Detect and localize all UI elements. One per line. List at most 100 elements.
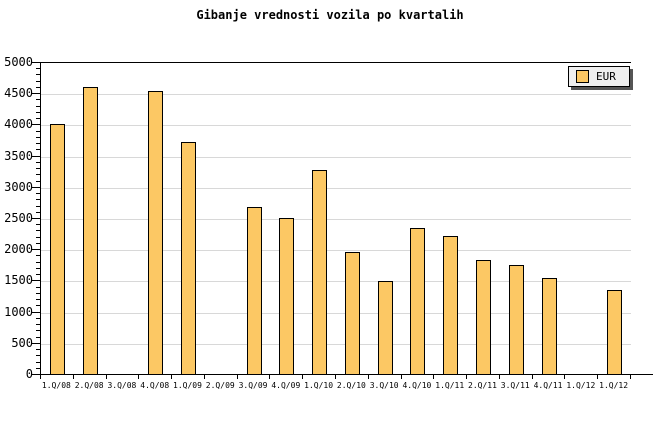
y-minor-tick — [36, 211, 40, 213]
x-axis-tick — [531, 375, 533, 379]
x-axis-label: 2.Q/10 — [336, 381, 366, 390]
gridline — [41, 281, 631, 283]
y-axis-label: 4500 — [4, 86, 33, 101]
x-axis-label: 4.Q/08 — [140, 381, 170, 390]
chart-bar — [508, 265, 524, 375]
y-minor-tick — [36, 230, 40, 232]
chart-bar — [181, 142, 196, 375]
x-axis-label: 4.Q/09 — [271, 381, 301, 390]
y-minor-tick — [36, 111, 40, 113]
y-minor-tick — [36, 255, 40, 257]
x-axis-tick — [40, 375, 41, 379]
y-major-tick — [32, 155, 40, 157]
y-minor-tick — [36, 236, 40, 238]
chart-title: Gibanje vrednosti vozila po kvartalih — [196, 8, 464, 22]
x-axis-tick — [72, 375, 74, 379]
x-axis-label: 4.Q/10 — [402, 381, 432, 390]
x-axis-label: 3.Q/11 — [500, 381, 530, 390]
y-major-tick — [32, 62, 40, 63]
chart-bar — [607, 290, 623, 375]
chart-bar — [410, 228, 426, 375]
y-minor-tick — [36, 130, 40, 132]
x-axis-label: 1.Q/08 — [41, 381, 71, 390]
x-axis-label: 4.Q/11 — [533, 381, 563, 390]
y-minor-tick — [36, 74, 40, 76]
x-axis-tick — [400, 375, 402, 379]
y-axis-label: 500 — [11, 335, 33, 350]
y-minor-tick — [36, 99, 40, 101]
gridline — [41, 312, 631, 314]
x-axis-label: 1.Q/12 — [599, 381, 629, 390]
y-axis-label: 2000 — [4, 242, 33, 257]
gridline — [41, 250, 631, 252]
y-minor-tick — [36, 367, 40, 369]
x-axis-label: 1.Q/12 — [566, 381, 596, 390]
y-minor-tick — [36, 193, 40, 195]
x-axis-label: 2.Q/09 — [205, 381, 235, 390]
y-minor-tick — [36, 286, 40, 288]
chart-bar — [279, 218, 295, 375]
x-axis-tick — [171, 375, 173, 379]
gridline — [41, 187, 631, 189]
x-axis-tick — [302, 375, 304, 379]
y-minor-tick — [36, 336, 40, 338]
gridline — [41, 156, 631, 158]
x-axis-label: 2.Q/08 — [74, 381, 104, 390]
y-minor-tick — [36, 136, 40, 138]
x-axis-tick — [597, 375, 599, 379]
y-minor-tick — [36, 80, 40, 82]
x-axis-line — [40, 374, 653, 375]
y-minor-tick — [36, 267, 40, 269]
y-major-tick — [32, 186, 40, 188]
x-axis-label: 3.Q/10 — [369, 381, 399, 390]
y-minor-tick — [36, 305, 40, 307]
y-minor-tick — [36, 355, 40, 357]
legend-box: EUR — [568, 66, 630, 87]
y-minor-tick — [36, 174, 40, 176]
x-axis-label: 3.Q/08 — [107, 381, 137, 390]
y-major-tick — [32, 342, 40, 344]
x-axis-label: 1.Q/10 — [304, 381, 334, 390]
x-axis-tick — [433, 375, 435, 379]
chart-bar — [344, 252, 360, 375]
chart-bar — [246, 207, 262, 375]
y-minor-tick — [36, 299, 40, 301]
chart-bar — [82, 87, 98, 375]
y-minor-tick — [36, 361, 40, 363]
gridline — [41, 219, 631, 220]
gridline — [41, 125, 631, 127]
chart-bar — [377, 281, 393, 375]
x-axis-tick — [236, 375, 238, 379]
y-axis-label: 0 — [25, 367, 33, 381]
y-minor-tick — [36, 330, 40, 332]
x-axis-tick — [498, 375, 500, 379]
y-major-tick — [32, 249, 40, 251]
y-minor-tick — [36, 199, 40, 201]
y-major-tick — [32, 311, 40, 313]
y-minor-tick — [36, 292, 40, 294]
x-axis-tick — [105, 375, 107, 379]
chart-bar — [541, 278, 557, 375]
y-major-tick — [32, 374, 40, 375]
x-axis-tick — [203, 375, 205, 379]
y-minor-tick — [36, 180, 40, 182]
y-minor-tick — [36, 242, 40, 244]
chart-bar — [312, 170, 328, 375]
y-minor-tick — [36, 86, 40, 88]
y-axis-label: 4000 — [4, 117, 33, 132]
y-axis-label: 2500 — [4, 211, 33, 225]
y-major-tick — [32, 93, 40, 95]
gridline — [41, 343, 631, 345]
y-major-tick — [32, 124, 40, 126]
x-axis-label: 2.Q/11 — [468, 381, 497, 390]
x-axis-tick — [367, 375, 369, 379]
chart-bar — [443, 236, 459, 375]
x-axis-tick — [269, 375, 271, 379]
x-axis-tick — [335, 375, 336, 379]
y-major-tick — [32, 218, 40, 219]
y-minor-tick — [36, 149, 40, 151]
y-minor-tick — [36, 105, 40, 107]
plot-area — [40, 62, 631, 375]
legend-swatch-icon — [576, 70, 589, 83]
y-axis-label: 1500 — [4, 273, 33, 288]
